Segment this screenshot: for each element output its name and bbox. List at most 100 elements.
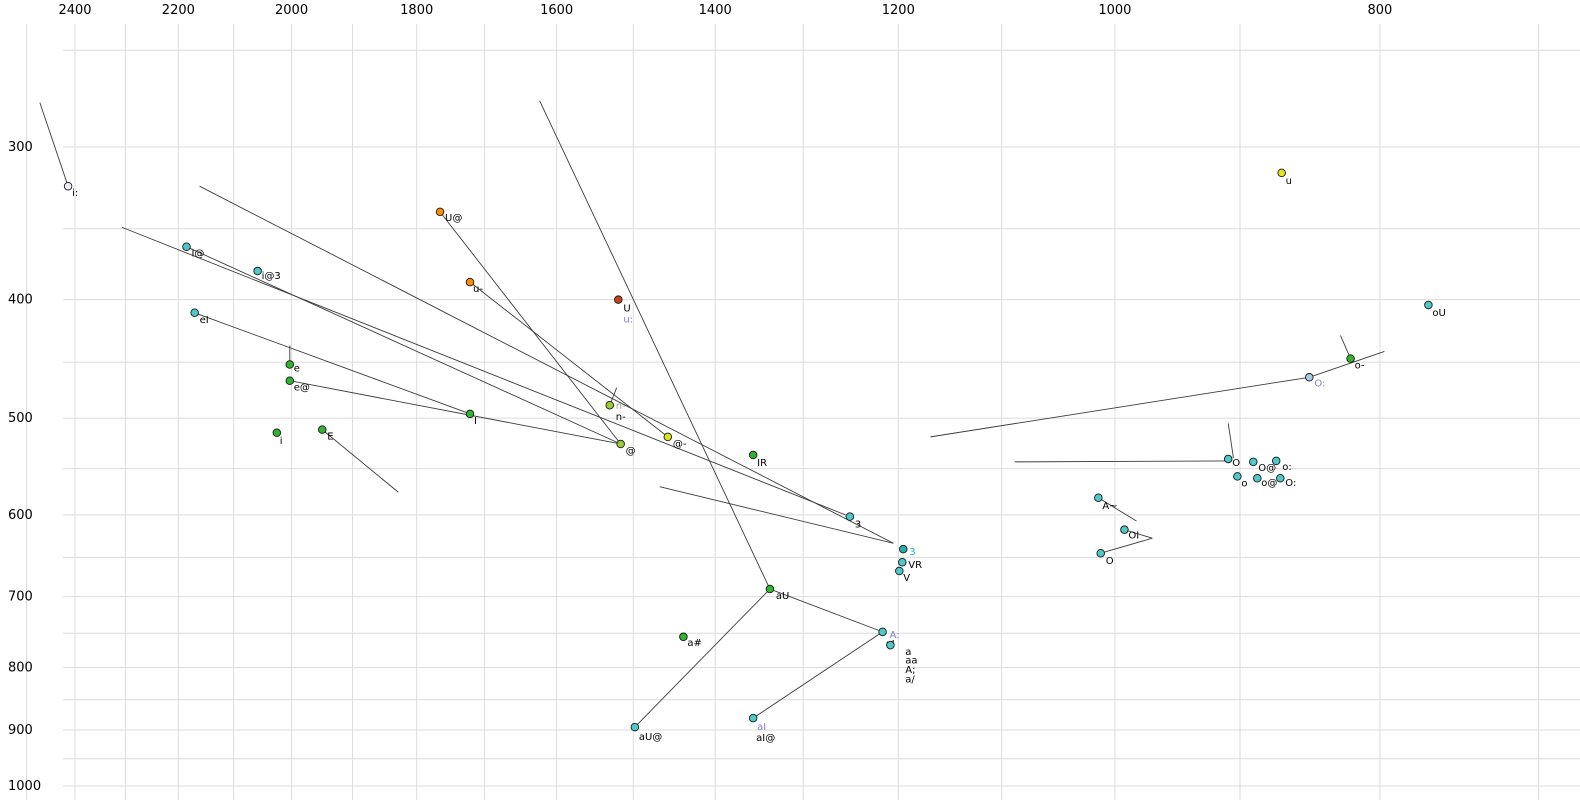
vowel-point (253, 266, 262, 276)
vowel-point (616, 439, 625, 449)
vowel-point (1223, 454, 1233, 464)
vowel-point (272, 428, 282, 438)
x-tick-label: 1600 (540, 3, 573, 18)
vowel-point (190, 308, 199, 318)
vowel-label: i@3 (262, 271, 281, 282)
trajectory-line (1100, 537, 1153, 554)
trajectory-line (194, 312, 471, 415)
vowel-label: i (280, 436, 283, 447)
vowel-label: O@ (1258, 463, 1276, 474)
trajectory-line (1227, 423, 1234, 459)
vowel-point (1276, 473, 1285, 483)
x-tick-label: 2000 (275, 3, 308, 18)
x-tick-label: 800 (1368, 3, 1393, 18)
vowel-label: 3 (855, 520, 861, 531)
vowel-point (63, 181, 73, 191)
vowel-label: e@ (294, 383, 310, 394)
vowel-label: O (1106, 556, 1114, 567)
vowel-label: I@ (191, 249, 204, 260)
trajectory-line (199, 185, 894, 544)
vowel-point (285, 376, 295, 385)
trajectory-line (121, 226, 850, 518)
vowel-point (465, 277, 475, 287)
vowel-label: A: (890, 630, 900, 641)
trajectory-line (1014, 460, 1233, 463)
vowel-label: a# (687, 638, 702, 649)
vowel-label: E (327, 432, 333, 443)
vowel-label: e (294, 364, 300, 375)
y-tick-label: 900 (8, 723, 33, 738)
vowel-point (748, 713, 758, 723)
trajectory-line (186, 246, 621, 445)
trajectory-line (1309, 351, 1385, 378)
vowel-label: V (903, 573, 910, 584)
vowel-point (1271, 456, 1281, 466)
trajectory-line (469, 281, 669, 438)
y-tick-label: 400 (8, 293, 33, 308)
trajectory-line (1124, 529, 1153, 539)
vowel-point (1305, 373, 1314, 382)
x-tick-label: 2200 (162, 3, 195, 18)
vowel-label: aI (757, 722, 766, 733)
vowel-label: A~ (1102, 501, 1117, 512)
vowel-point (614, 295, 623, 304)
vowel-point (1277, 168, 1286, 178)
vowel-label-secondary: n- (616, 412, 626, 423)
vowel-point (899, 544, 908, 554)
trajectory-line (539, 100, 771, 590)
vowel-label: IR (757, 458, 767, 469)
vowel-label: oU (1432, 308, 1445, 319)
trajectory-line (769, 588, 883, 633)
trajectory-line (321, 429, 399, 493)
vowel-label: n- (616, 401, 626, 412)
vowel-label: @- (673, 439, 687, 450)
vowel-label: O (1232, 458, 1240, 469)
vowel-point (1120, 525, 1129, 534)
vowel-point (317, 425, 327, 434)
vowel-label-secondary: u: (623, 315, 633, 326)
trajectory-line (439, 211, 622, 445)
vowel-label-secondary: aI@ (756, 733, 775, 744)
vowel-label: VR (908, 560, 922, 571)
trajectory-line (930, 376, 1310, 438)
trajectory-line (39, 102, 69, 187)
vowel-point (748, 450, 758, 460)
x-tick-label: 1000 (1098, 3, 1131, 18)
vowel-point (765, 584, 775, 594)
vowel-label: 3 (909, 547, 915, 558)
vowel-point (182, 242, 191, 251)
vowel-point (1096, 548, 1105, 558)
vowel-point (1233, 472, 1242, 481)
vowel-point (630, 722, 640, 732)
x-tick-label: 1400 (699, 3, 732, 18)
y-tick-label: 300 (8, 140, 33, 155)
vowel-point (679, 632, 688, 642)
vowel-point (663, 432, 673, 442)
vowel-label: I (474, 416, 477, 427)
vowel-label: @ (626, 446, 636, 457)
vowel-label: O: (1314, 378, 1325, 389)
vowel-point (1346, 354, 1355, 363)
vowel-point (1094, 493, 1103, 503)
vowel-point (605, 400, 614, 410)
annotation-label: a (905, 647, 911, 658)
vowel-label: aU (776, 591, 789, 602)
x-tick-label: 2400 (58, 3, 91, 18)
vowel-point (898, 557, 907, 567)
y-tick-label: 1000 (8, 779, 41, 794)
trajectory-line (752, 631, 883, 719)
vowel-label: OI (1128, 531, 1139, 542)
y-tick-label: 800 (8, 661, 33, 676)
vowel-label: aU@ (639, 732, 662, 743)
vowel-label: i: (72, 188, 78, 199)
vowel-point (886, 640, 895, 650)
vowel-label: o@ (1261, 478, 1277, 489)
annotation-label: aa (905, 656, 917, 667)
vowel-label: u (1286, 176, 1292, 187)
vowel-point (465, 409, 475, 419)
vowel-label: U@ (445, 213, 462, 224)
vowel-label: o- (1355, 361, 1365, 372)
